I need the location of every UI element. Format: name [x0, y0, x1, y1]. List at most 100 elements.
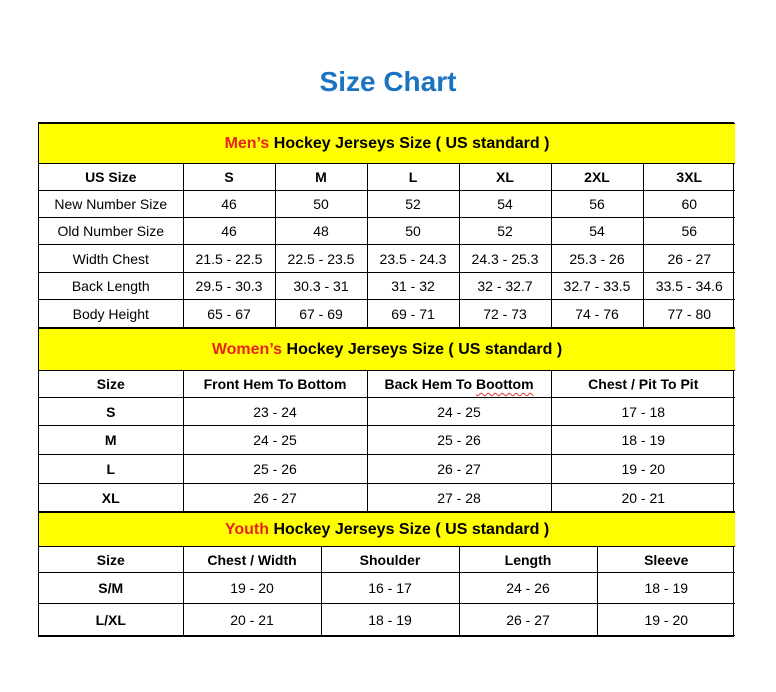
row-label: L/XL: [39, 603, 184, 636]
table-cell: 33.5 - 34.6: [642, 272, 736, 300]
table-row: New Number Size 46 50 52 54 56 60: [39, 190, 736, 218]
table-cell: 24.3 - 25.3: [458, 244, 552, 273]
column-header: Chest / Pit To Pit: [550, 370, 736, 398]
row-label: Body Height: [39, 299, 184, 328]
column-header: M: [274, 163, 368, 191]
table-cell: 48: [274, 217, 368, 245]
table-cell: 29.5 - 30.3: [182, 272, 276, 300]
table-row: Old Number Size 46 48 50 52 54 56: [39, 217, 736, 245]
table-cell: 25 - 26: [182, 454, 368, 484]
table-cell: 46: [182, 217, 276, 245]
row-label: Old Number Size: [39, 217, 184, 245]
column-header: Sleeve: [596, 546, 736, 573]
section-title-text: Hockey Jerseys Size ( US standard ): [269, 134, 550, 152]
table-cell: 46: [182, 190, 276, 218]
table-cell: 20 - 21: [182, 603, 322, 636]
column-header: Size: [39, 546, 184, 573]
table-row: Body Height 65 - 67 67 - 69 69 - 71 72 - 73 7…: [39, 299, 736, 328]
column-header-label: Length: [504, 551, 552, 568]
table-cell: 26 - 27: [182, 483, 368, 512]
table-cell: 25.3 - 26: [550, 244, 644, 273]
table-cell: 67 - 69: [274, 299, 368, 328]
youth-section-heading: Youth Hockey Jerseys Size ( US standard …: [39, 512, 736, 547]
column-header: L: [366, 163, 460, 191]
section-title-text: Hockey Jerseys Size ( US standard ): [282, 340, 563, 358]
table-cell: 26 - 27: [642, 244, 736, 273]
men-size-table: Men’s Hockey Jerseys Size ( US standard …: [39, 123, 736, 328]
table-cell: 18 - 19: [596, 572, 736, 604]
page-title: Size Chart: [319, 66, 457, 97]
table-row: S/M 19 - 20 16 - 17 24 - 26 18 - 19: [39, 572, 736, 604]
column-header: Front Hem To Bottom: [182, 370, 368, 398]
men-section-heading: Men’s Hockey Jerseys Size ( US standard …: [39, 123, 736, 164]
table-cell: 26 - 27: [366, 454, 552, 484]
row-label: M: [39, 425, 184, 455]
table-cell: 31 - 32: [366, 272, 460, 300]
column-header: 2XL: [550, 163, 644, 191]
column-header-label: Size: [96, 376, 125, 392]
table-cell: 77 - 80: [642, 299, 736, 328]
table-cell: 50: [366, 217, 460, 245]
section-title-highlight: Youth: [224, 520, 270, 538]
table-cell: 22.5 - 23.5: [274, 244, 368, 273]
header-row: US Size S M L XL 2XL 3XL: [39, 163, 736, 191]
row-label: L: [39, 454, 184, 484]
table-cell: 24 - 25: [182, 425, 368, 455]
section-title: Women’s Hockey Jerseys Size ( US standar…: [39, 328, 736, 371]
table-cell: 50: [274, 190, 368, 218]
section-title-text: Hockey Jerseys Size ( US standard ): [269, 520, 550, 538]
table-row: Width Chest 21.5 - 22.5 22.5 - 23.5 23.5 - …: [39, 244, 736, 273]
table-cell: 23.5 - 24.3: [366, 244, 460, 273]
women-section-heading: Women’s Hockey Jerseys Size ( US standar…: [39, 328, 736, 371]
table-row: S 23 - 24 24 - 25 17 - 18: [39, 397, 736, 426]
table-cell: 25 - 26: [366, 425, 552, 455]
header-row: Size Front Hem To Bottom Back Hem To Boott…: [39, 370, 736, 398]
column-header-label: US Size: [85, 169, 137, 185]
column-header-label: M: [315, 169, 327, 185]
column-header-label: 2XL: [584, 169, 610, 185]
row-label: XL: [39, 483, 184, 512]
table-cell: 56: [550, 190, 644, 218]
table-cell: 18 - 19: [320, 603, 460, 636]
table-cell: 72 - 73: [458, 299, 552, 328]
column-header-label: Chest / Pit To Pit: [588, 376, 699, 392]
table-cell: 16 - 17: [320, 572, 460, 604]
column-header-label: Front Hem To Bottom: [203, 376, 347, 392]
table-row: M 24 - 25 25 - 26 18 - 19: [39, 425, 736, 455]
column-header: Chest / Width: [182, 546, 322, 573]
column-header-label: 3XL: [676, 169, 703, 185]
table-cell: 30.3 - 31: [274, 272, 368, 300]
column-header-label: Size: [96, 551, 125, 568]
table-cell: 19 - 20: [550, 454, 736, 484]
header-row: Size Chest / Width Shoulder Length Sleeve: [39, 546, 736, 573]
table-cell: 24 - 25: [366, 397, 552, 426]
column-header-label: S: [224, 169, 234, 185]
section-title: Youth Hockey Jerseys Size ( US standard …: [39, 512, 736, 547]
section-title-highlight: Men’s: [224, 134, 270, 152]
row-label: Width Chest: [39, 244, 184, 273]
table-cell: 32.7 - 33.5: [550, 272, 644, 300]
table-cell: 21.5 - 22.5: [182, 244, 276, 273]
column-header: S: [182, 163, 276, 191]
column-header: Shoulder: [320, 546, 460, 573]
column-header-label: L: [408, 169, 418, 185]
section-title: Men’s Hockey Jerseys Size ( US standard …: [39, 123, 736, 164]
table-cell: 54: [458, 190, 552, 218]
column-header: XL: [458, 163, 552, 191]
table-row: Back Length 29.5 - 30.3 30.3 - 31 31 - 32 32…: [39, 272, 736, 300]
table-cell: 17 - 18: [550, 397, 736, 426]
column-header: Length: [458, 546, 598, 573]
section-title-highlight: Women’s: [211, 340, 283, 358]
table-cell: 56: [642, 217, 736, 245]
column-header: US Size: [39, 163, 184, 191]
table-cell: 60: [642, 190, 736, 218]
column-header-label: XL: [496, 169, 514, 185]
table-row: L 25 - 26 26 - 27 19 - 20: [39, 454, 736, 484]
table-cell: 52: [458, 217, 552, 245]
table-cell: 32 - 32.7: [458, 272, 552, 300]
column-header-label: Shoulder: [359, 551, 421, 568]
table-cell: 19 - 20: [596, 603, 736, 636]
table-cell: 20 - 21: [550, 483, 736, 512]
table-cell: 69 - 71: [366, 299, 460, 328]
column-header: Size: [39, 370, 184, 398]
